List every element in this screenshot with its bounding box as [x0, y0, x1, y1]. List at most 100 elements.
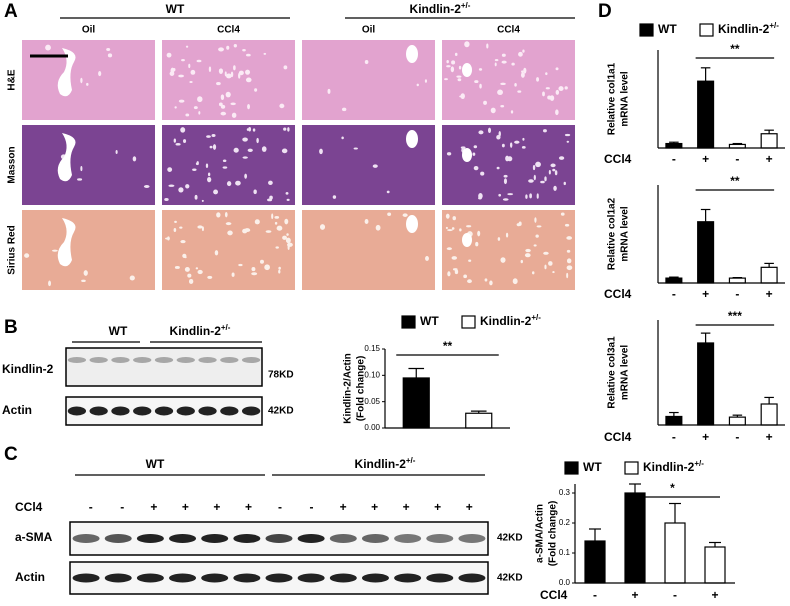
vessel: [185, 113, 190, 117]
vessel: [216, 212, 221, 218]
vessel: [560, 212, 565, 216]
x-tick-label: -: [673, 588, 677, 602]
group-label-sup: +/-: [461, 1, 471, 10]
vessel: [190, 69, 196, 75]
y-axis-label: mRNA level: [620, 345, 631, 400]
vessel: [516, 223, 521, 227]
vessel: [466, 225, 472, 228]
vessel: [247, 103, 250, 110]
vessel: [193, 106, 198, 110]
vessel: [564, 223, 570, 227]
vessel: [319, 148, 323, 155]
treatment-sign: +: [434, 500, 441, 514]
vessel: [245, 69, 251, 75]
vessel: [463, 274, 468, 279]
vessel: [505, 155, 510, 162]
blot-band: [136, 573, 164, 583]
vessel: [478, 196, 482, 200]
vessel: [178, 99, 185, 103]
vessel: [477, 230, 481, 237]
vessel: [265, 230, 272, 233]
vessel: [220, 94, 225, 101]
blot-band: [72, 534, 100, 543]
blot-band: [265, 534, 293, 543]
blot-band: [72, 573, 100, 583]
vessel: [276, 225, 283, 231]
y-tick-label: 0.2: [559, 518, 571, 527]
x-tick-label: +: [766, 430, 773, 444]
vessel: [364, 218, 369, 225]
group-label-main: WT: [166, 2, 185, 16]
vessel: [545, 72, 548, 76]
vessel: [189, 80, 193, 84]
vessel: [282, 235, 287, 240]
vessel: [479, 83, 482, 89]
vessel: [285, 191, 289, 195]
vessel: [548, 170, 551, 175]
vessel: [195, 162, 199, 166]
vessel: [454, 269, 459, 275]
vessel: [174, 220, 177, 223]
vessel: [238, 72, 241, 79]
significance-label: *: [670, 481, 675, 495]
vessel: [478, 130, 484, 135]
vessel: [498, 193, 502, 197]
vessel: [269, 195, 273, 200]
histology-image: [162, 40, 295, 120]
treatment-label: CCl4: [15, 500, 43, 514]
legend-swatch: [564, 461, 579, 475]
vessel: [275, 246, 279, 249]
legend-label: WT: [583, 460, 602, 474]
vessel: [532, 271, 535, 275]
vessel: [505, 232, 509, 238]
central-vein: [406, 215, 418, 233]
x-tick-label: +: [766, 152, 773, 166]
vessel: [261, 146, 267, 152]
vessel: [188, 63, 191, 69]
x-tick-label: +: [631, 588, 638, 602]
vessel: [524, 253, 531, 258]
vessel: [501, 143, 505, 148]
vessel: [364, 60, 369, 65]
y-axis-label: mRNA level: [620, 71, 631, 126]
blot-band: [154, 406, 174, 416]
vessel: [209, 145, 213, 149]
treatment-sign: +: [150, 500, 157, 514]
vessel: [544, 264, 547, 270]
vessel: [208, 66, 212, 73]
vessel: [225, 91, 231, 98]
vessel: [386, 190, 390, 194]
histology-image: [162, 210, 295, 290]
vessel: [501, 53, 506, 57]
blot-band: [111, 357, 130, 363]
vessel: [511, 62, 515, 66]
vessel: [514, 83, 517, 87]
vessel: [459, 228, 462, 232]
treatment-sign: -: [89, 500, 93, 514]
vessel: [451, 256, 458, 260]
vessel: [490, 107, 496, 114]
vessel: [271, 213, 274, 220]
vessel: [503, 178, 508, 185]
panel-label: A: [4, 1, 18, 22]
vessel: [454, 52, 458, 57]
blot-band: [329, 573, 357, 583]
vessel: [452, 216, 456, 221]
vessel: [194, 194, 198, 200]
vessel: [566, 249, 571, 253]
category-axis-label: CCl4: [604, 287, 632, 301]
blot-band: [67, 406, 87, 416]
vessel: [167, 236, 170, 241]
blot-band: [89, 406, 108, 416]
vessel: [242, 48, 246, 52]
legend-label-main: WT: [658, 22, 677, 36]
blot-band: [136, 534, 164, 543]
x-tick-label: -: [735, 287, 739, 301]
y-axis-label: Relative col1a2: [607, 197, 618, 270]
vessel: [184, 267, 190, 272]
vessel: [534, 217, 537, 223]
blot-band: [241, 357, 261, 363]
group-label: Kindlin-2+/-: [355, 456, 416, 472]
bar: [624, 492, 646, 584]
vessel: [501, 60, 507, 64]
